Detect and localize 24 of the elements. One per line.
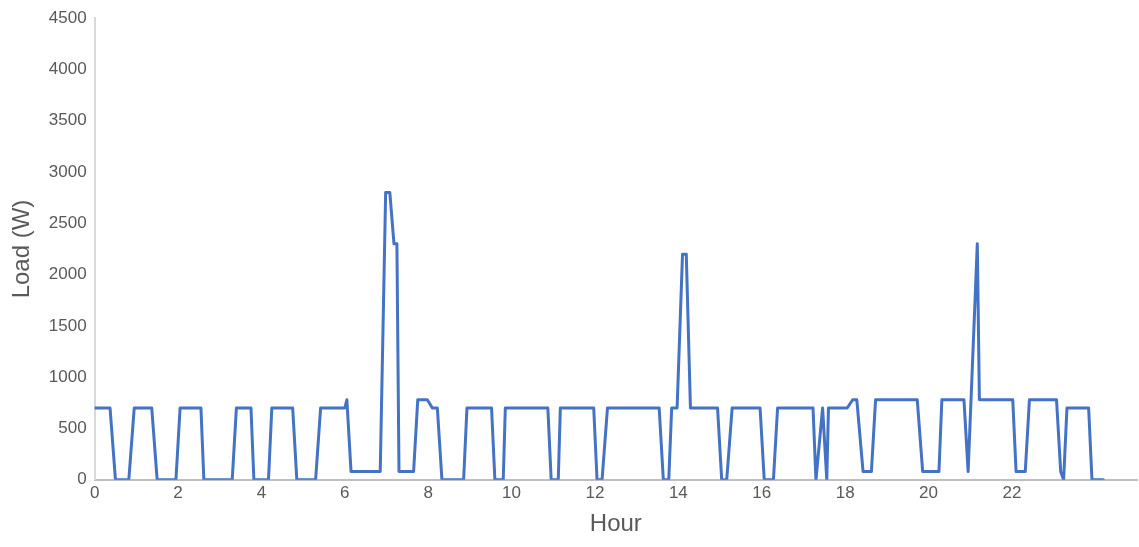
- x-tick-label: 22: [1002, 482, 1022, 502]
- x-tick-label: 10: [502, 482, 522, 502]
- y-tick-label: 1500: [48, 315, 87, 335]
- x-tick-label: 4: [256, 482, 267, 502]
- x-tick-label: 16: [752, 482, 772, 502]
- x-tick-label: 12: [585, 482, 605, 502]
- x-tick-label: 0: [89, 482, 100, 502]
- y-tick-label: 4500: [48, 7, 87, 27]
- x-tick-label: 18: [835, 482, 855, 502]
- y-tick-label: 2500: [48, 213, 87, 233]
- y-tick-label: 1000: [48, 366, 87, 386]
- y-tick-label: 500: [58, 418, 87, 438]
- x-tick-label: 8: [423, 482, 433, 502]
- y-tick-label: 2000: [48, 264, 87, 284]
- y-tick-label: 3500: [48, 110, 87, 130]
- y-tick-label: 0: [77, 469, 87, 489]
- x-tick-label: 20: [919, 482, 938, 502]
- x-tick-label: 6: [340, 482, 350, 502]
- y-tick-label: 4000: [48, 59, 87, 79]
- y-tick-label: 3000: [48, 161, 87, 181]
- x-tick-label: 14: [668, 482, 688, 502]
- x-tick-label: 2: [173, 482, 183, 502]
- y-axis-title: Load (W): [7, 199, 35, 299]
- x-axis-title: Hour: [589, 509, 642, 537]
